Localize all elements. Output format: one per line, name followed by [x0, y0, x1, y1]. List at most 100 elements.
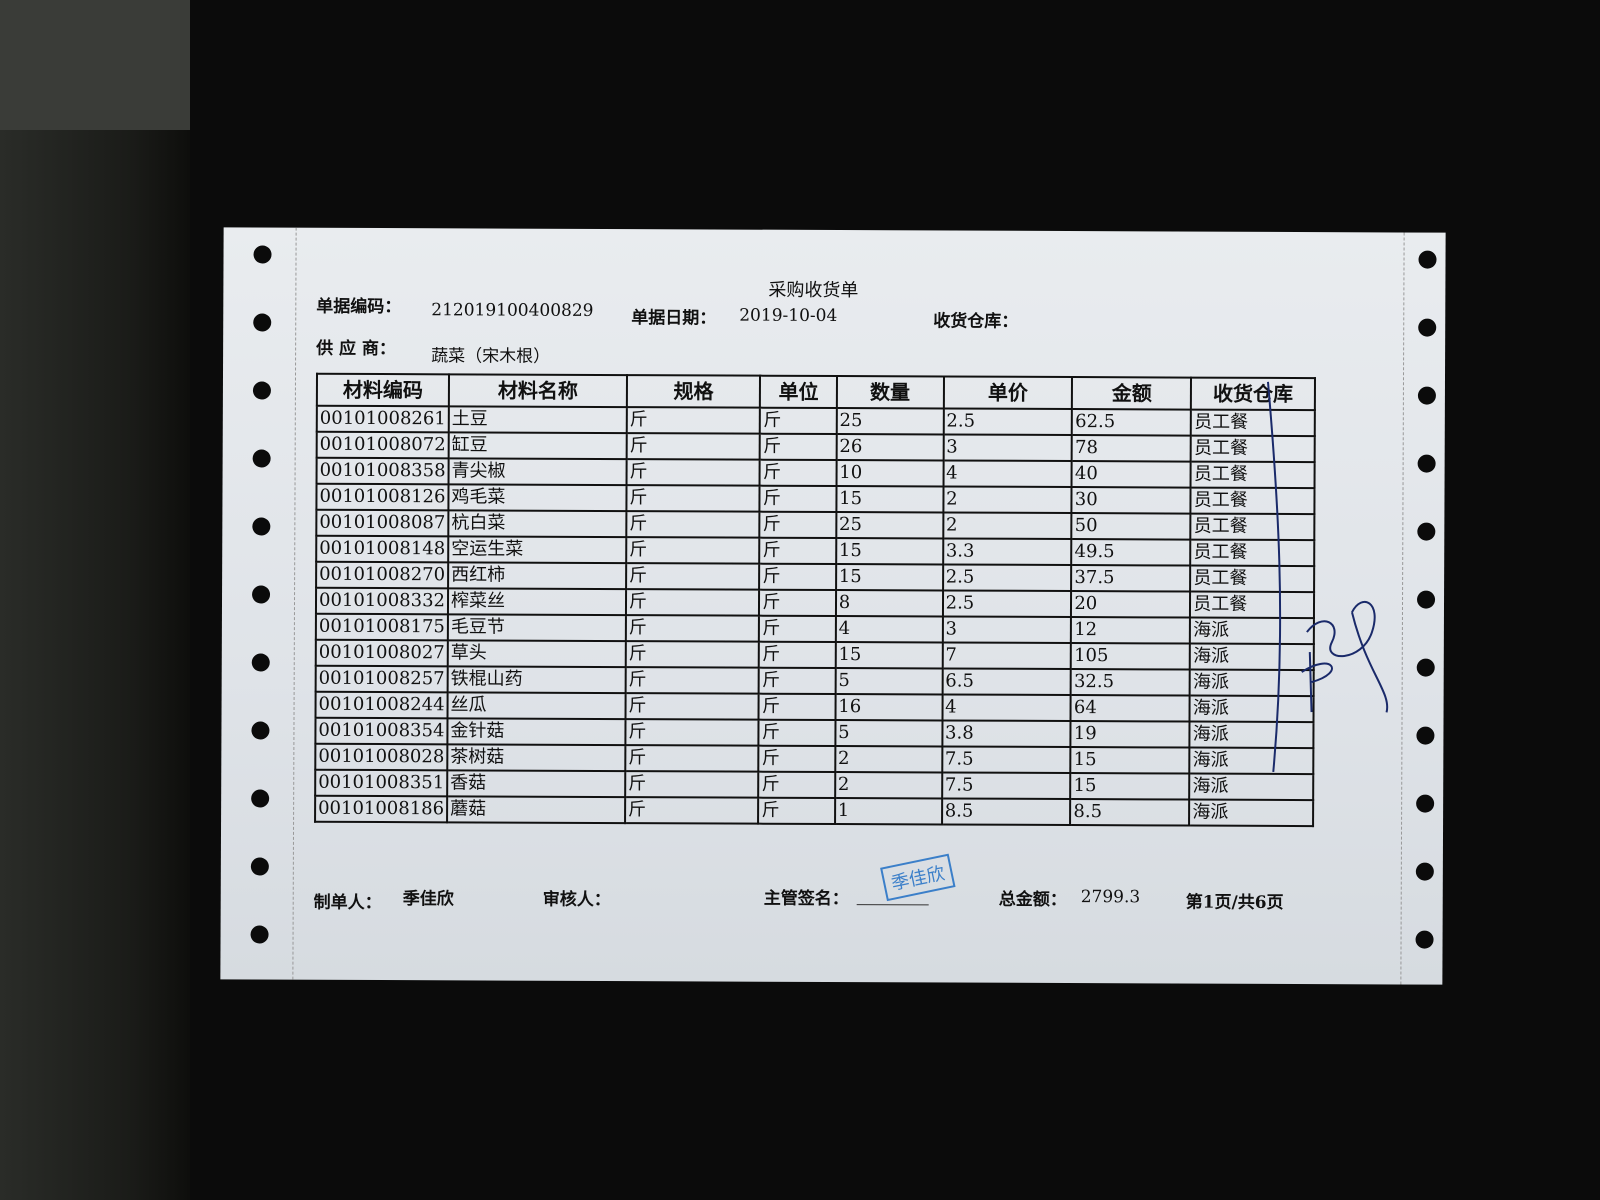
- table-cell: 15: [835, 564, 943, 591]
- table-header-row: 材料编码 材料名称 规格 单位 数量 单价 金额 收货仓库: [316, 373, 1315, 411]
- table-cell: 78: [1071, 435, 1192, 462]
- table-cell: 西红柿: [448, 562, 627, 590]
- table-cell: 斤: [760, 433, 837, 461]
- table-cell: 斤: [759, 667, 836, 695]
- punch-hole: [1418, 318, 1437, 337]
- table-cell: 50: [1071, 513, 1191, 540]
- doc-no: 212019100400829: [431, 300, 594, 321]
- table-cell: 8: [835, 590, 943, 617]
- column-header: 规格: [626, 375, 761, 408]
- punch-hole: [251, 653, 270, 672]
- table-cell: 64: [1070, 695, 1190, 722]
- table-cell: 7.5: [941, 772, 1071, 800]
- table-cell: 00101008358: [316, 457, 449, 485]
- table-cell: 斤: [625, 771, 759, 798]
- table-cell: 26: [836, 434, 944, 461]
- table-cell: 00101008028: [315, 743, 448, 771]
- table-cell: 15: [835, 538, 943, 565]
- document-title: 采购收货单: [768, 279, 859, 302]
- table-cell: 2: [834, 772, 942, 799]
- punch-hole: [1417, 454, 1436, 473]
- table-cell: 缸豆: [448, 432, 627, 460]
- punch-hole: [1416, 658, 1435, 677]
- table-cell: 金针菇: [447, 718, 626, 746]
- supplier-label: 供 应 商：: [316, 338, 397, 360]
- punch-hole: [1418, 250, 1437, 269]
- punch-hole: [1417, 522, 1436, 541]
- table-cell: 斤: [759, 563, 836, 591]
- punch-holes-left: [224, 227, 1446, 232]
- table-cell: 5: [835, 720, 943, 747]
- page-indicator: 第1页/共6页: [1185, 892, 1284, 913]
- table-cell: 49.5: [1071, 539, 1191, 566]
- table-cell: 00101008087: [316, 509, 449, 537]
- table-cell: 斤: [625, 667, 760, 694]
- total-amount: 2799.3: [1080, 887, 1141, 908]
- table-cell: 4: [943, 460, 1072, 488]
- table-cell: 5: [835, 668, 943, 695]
- date-label: 单据日期：: [631, 308, 717, 329]
- background-wall-top: [0, 0, 190, 130]
- table-cell: 斤: [759, 641, 836, 669]
- table-cell: 2.5: [942, 564, 1072, 592]
- table-cell: 00101008354: [315, 717, 448, 745]
- table-cell: 空运生菜: [448, 536, 627, 564]
- table-cell: 斤: [758, 771, 835, 799]
- table-cell: 斤: [759, 537, 836, 565]
- table-cell: 斤: [626, 485, 760, 512]
- punch-hole: [252, 381, 271, 400]
- table-cell: 斤: [625, 693, 760, 720]
- table-cell: 斤: [758, 693, 836, 721]
- table-cell: 00101008351: [315, 769, 448, 797]
- punch-hole: [253, 313, 272, 332]
- punch-hole: [1415, 930, 1434, 949]
- table-cell: 斤: [759, 459, 837, 487]
- punch-hole: [251, 721, 270, 740]
- table-cell: 2: [943, 486, 1072, 514]
- column-header: 单位: [760, 375, 837, 409]
- table-cell: 00101008175: [315, 613, 448, 641]
- column-header: 金额: [1072, 377, 1192, 410]
- maker: 季佳欣: [402, 889, 454, 910]
- punch-hole: [251, 789, 270, 808]
- table-cell: 蘑菇: [447, 796, 626, 824]
- table-cell: 斤: [759, 615, 836, 643]
- table-cell: 斤: [759, 511, 837, 539]
- table-cell: 32.5: [1070, 669, 1191, 696]
- table-cell: 3.8: [942, 720, 1071, 748]
- table-cell: 土豆: [448, 406, 627, 434]
- table-cell: 37.5: [1071, 565, 1191, 592]
- table-cell: 斤: [758, 719, 836, 747]
- supervisor-stamp: 季佳欣: [880, 853, 956, 902]
- table-cell: 00101008244: [315, 691, 448, 719]
- table-cell: 1: [834, 798, 942, 825]
- table-cell: 青尖椒: [448, 458, 627, 486]
- warehouse-label: 收货仓库：: [933, 311, 1019, 332]
- table-cell: 15: [1070, 747, 1190, 774]
- table-cell: 斤: [624, 797, 759, 824]
- table-cell: 4: [835, 616, 943, 643]
- table-cell: 25: [835, 512, 944, 539]
- table-cell: 海派: [1189, 799, 1314, 827]
- punch-hole: [1415, 862, 1434, 881]
- table-cell: 8.5: [941, 798, 1071, 826]
- table-cell: 斤: [759, 485, 837, 513]
- receipt-paper: 采购收货单 单据编码： 212019100400829 单据日期： 2019-1…: [220, 227, 1446, 985]
- punch-hole: [252, 585, 271, 604]
- table-cell: 3.3: [942, 538, 1072, 566]
- table-cell: 2: [834, 746, 943, 773]
- table-cell: 7: [942, 642, 1072, 670]
- table-cell: 20: [1071, 591, 1191, 618]
- table-cell: 斤: [625, 745, 759, 772]
- table-cell: 00101008270: [316, 561, 449, 589]
- table-cell: 00101008027: [315, 639, 448, 667]
- punch-hole: [250, 857, 269, 876]
- punch-hole: [252, 449, 271, 468]
- table-cell: 7.5: [941, 746, 1071, 774]
- table-cell: 00101008148: [316, 535, 449, 563]
- maker-label: 制单人：: [313, 892, 382, 914]
- table-cell: 斤: [625, 563, 760, 590]
- table-cell: 斤: [758, 797, 835, 825]
- punch-hole: [1416, 590, 1436, 609]
- table-cell: 3: [942, 616, 1072, 644]
